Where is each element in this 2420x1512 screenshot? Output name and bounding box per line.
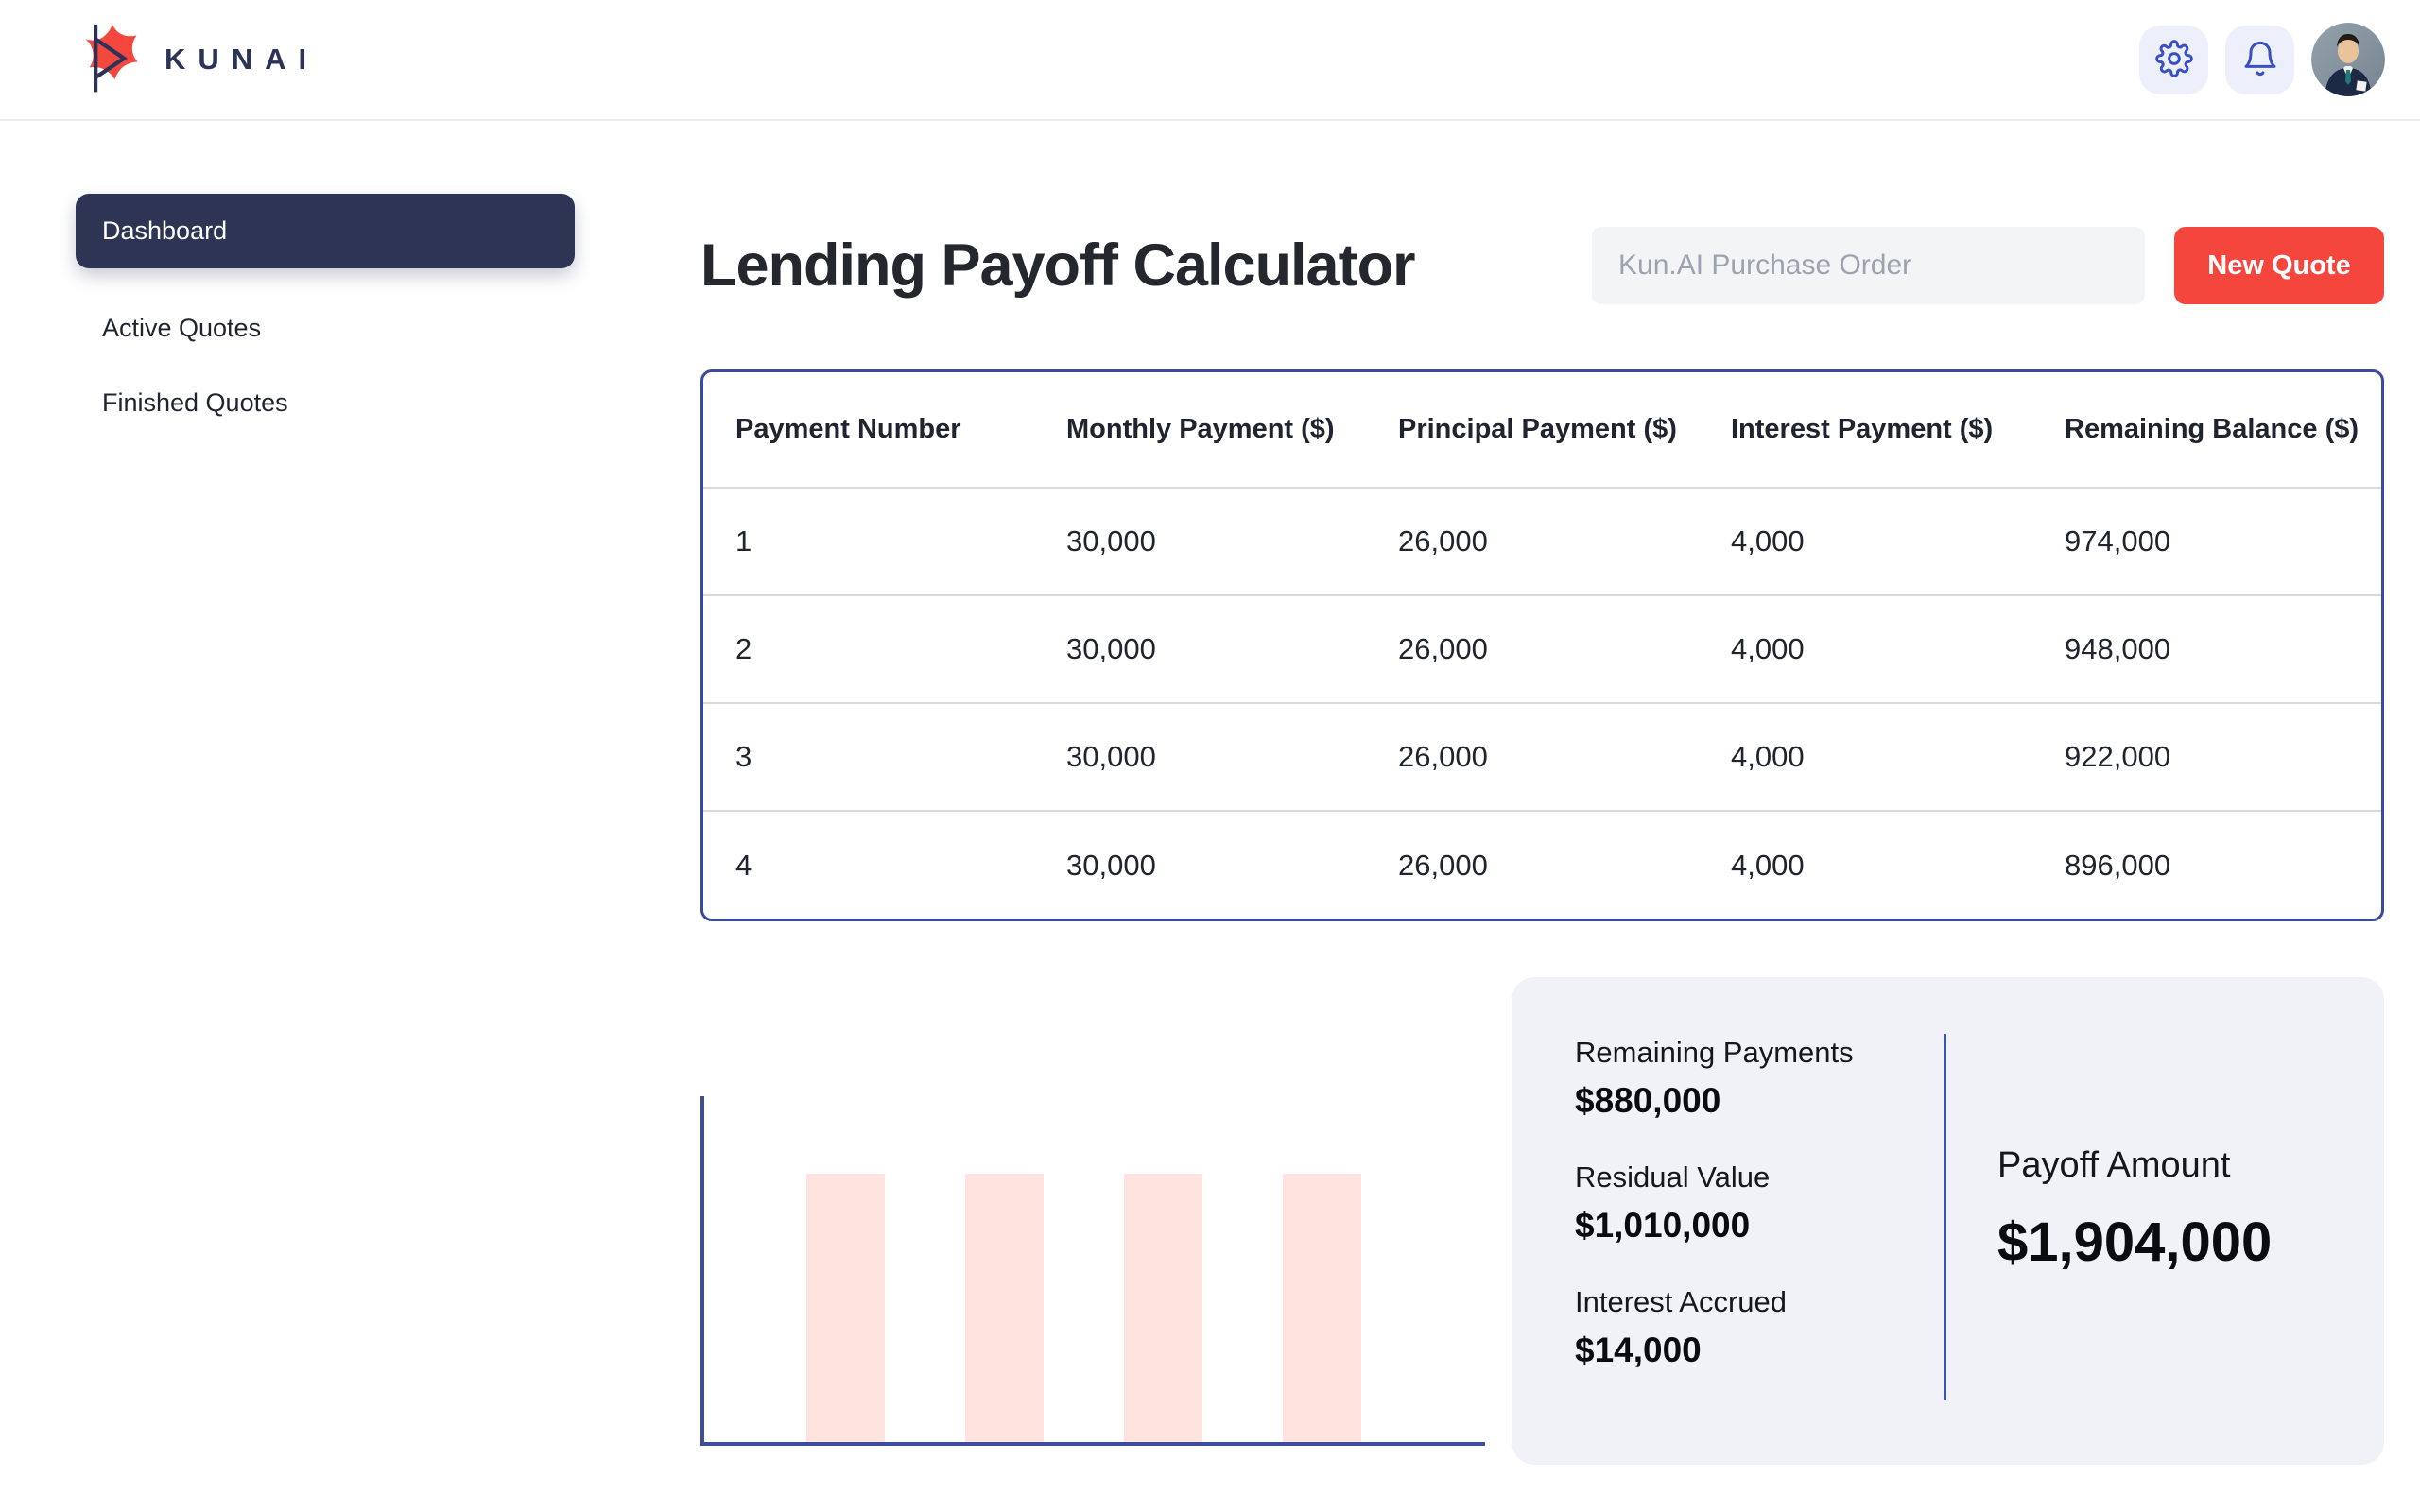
table-row: 4 30,000 26,000 4,000 896,000 — [703, 811, 2381, 919]
cell-interest-payment: 4,000 — [1731, 524, 1805, 558]
sidebar-item-active-quotes[interactable]: Active Quotes — [76, 291, 575, 366]
cell-remaining-balance: 948,000 — [2065, 632, 2171, 665]
sidebar-item-label: Finished Quotes — [102, 388, 288, 417]
payments-table: Payment Number Monthly Payment ($) Princ… — [700, 369, 2384, 921]
payments-bar-chart — [700, 1096, 1485, 1446]
cell-monthly-payment: 30,000 — [1066, 848, 1156, 882]
chart-bar — [806, 1174, 885, 1442]
cell-interest-payment: 4,000 — [1731, 632, 1805, 665]
cell-principal-payment: 26,000 — [1398, 740, 1488, 773]
column-header: Remaining Balance ($) — [2065, 414, 2360, 444]
column-header: Monthly Payment ($) — [1066, 414, 1335, 444]
brand-name: KUNAI — [164, 43, 320, 76]
summary-item-value: $880,000 — [1575, 1081, 1721, 1120]
summary-card: Remaining Payments $880,000 Residual Val… — [1512, 977, 2384, 1465]
cell-interest-payment: 4,000 — [1731, 740, 1805, 773]
summary-item-label: Residual Value — [1575, 1160, 1771, 1194]
cell-remaining-balance: 896,000 — [2065, 848, 2171, 882]
cell-monthly-payment: 30,000 — [1066, 524, 1156, 558]
settings-button[interactable] — [2139, 25, 2208, 94]
new-quote-button[interactable]: New Quote — [2174, 227, 2384, 304]
purchase-order-input[interactable] — [1592, 227, 2145, 304]
summary-item-value: $14,000 — [1575, 1331, 1702, 1369]
summary-item-label: Interest Accrued — [1575, 1285, 1788, 1318]
kunai-logo-icon — [74, 19, 140, 101]
summary-divider — [1944, 1034, 1946, 1400]
top-bar-actions — [2139, 23, 2385, 96]
chart-y-axis — [700, 1096, 704, 1446]
lower-section: Remaining Payments $880,000 Residual Val… — [700, 977, 2384, 1512]
summary-item-label: Remaining Payments — [1575, 1036, 1854, 1069]
cell-payment-number: 1 — [735, 524, 752, 558]
chart-bar — [1283, 1174, 1361, 1442]
table-row: 3 30,000 26,000 4,000 922,000 — [703, 703, 2381, 811]
cell-monthly-payment: 30,000 — [1066, 740, 1156, 773]
top-bar: KUNAI — [0, 0, 2420, 121]
cell-principal-payment: 26,000 — [1398, 848, 1488, 882]
sidebar-item-label: Dashboard — [102, 216, 228, 245]
chart-bars — [806, 1174, 1361, 1442]
cell-principal-payment: 26,000 — [1398, 632, 1488, 665]
chart-x-axis — [700, 1442, 1485, 1446]
column-header: Principal Payment ($) — [1398, 414, 1677, 444]
page-title: Lending Payoff Calculator — [700, 232, 1416, 299]
sidebar-item-dashboard[interactable]: Dashboard — [76, 194, 575, 268]
notifications-button[interactable] — [2225, 25, 2294, 94]
gear-icon — [2154, 39, 2193, 80]
main-content: Lending Payoff Calculator New Quote Paym… — [700, 121, 2384, 1512]
summary-item: Interest Accrued $14,000 — [1575, 1285, 1854, 1370]
cell-remaining-balance: 974,000 — [2065, 524, 2171, 558]
payoff-amount-label: Payoff Amount — [1997, 1145, 2231, 1185]
table-row: 1 30,000 26,000 4,000 974,000 — [703, 488, 2381, 595]
summary-item: Residual Value $1,010,000 — [1575, 1160, 1854, 1246]
sidebar: Dashboard Active Quotes Finished Quotes — [76, 194, 575, 440]
summary-item-value: $1,010,000 — [1575, 1206, 1751, 1245]
logo[interactable]: KUNAI — [74, 19, 319, 101]
user-avatar[interactable] — [2311, 23, 2385, 96]
cell-payment-number: 3 — [735, 740, 752, 773]
sidebar-item-label: Active Quotes — [102, 314, 262, 342]
payoff-amount-value: $1,904,000 — [1997, 1211, 2273, 1273]
cell-principal-payment: 26,000 — [1398, 524, 1488, 558]
sidebar-item-finished-quotes[interactable]: Finished Quotes — [76, 366, 575, 440]
cell-payment-number: 4 — [735, 848, 752, 882]
table-header-row: Payment Number Monthly Payment ($) Princ… — [703, 372, 2381, 488]
bell-icon — [2241, 40, 2279, 80]
cell-remaining-balance: 922,000 — [2065, 740, 2171, 773]
cell-interest-payment: 4,000 — [1731, 848, 1805, 882]
chart-bar — [965, 1174, 1044, 1442]
table-row: 2 30,000 26,000 4,000 948,000 — [703, 595, 2381, 703]
column-header: Interest Payment ($) — [1731, 414, 1994, 444]
payoff-block: Payoff Amount $1,904,000 — [1997, 1145, 2272, 1274]
cell-monthly-payment: 30,000 — [1066, 632, 1156, 665]
title-row: Lending Payoff Calculator New Quote — [700, 227, 2384, 304]
summary-item: Remaining Payments $880,000 — [1575, 1036, 1854, 1121]
summary-breakdown: Remaining Payments $880,000 Residual Val… — [1575, 1036, 1854, 1410]
cell-payment-number: 2 — [735, 632, 752, 665]
chart-bar — [1124, 1174, 1202, 1442]
column-header: Payment Number — [735, 414, 961, 444]
